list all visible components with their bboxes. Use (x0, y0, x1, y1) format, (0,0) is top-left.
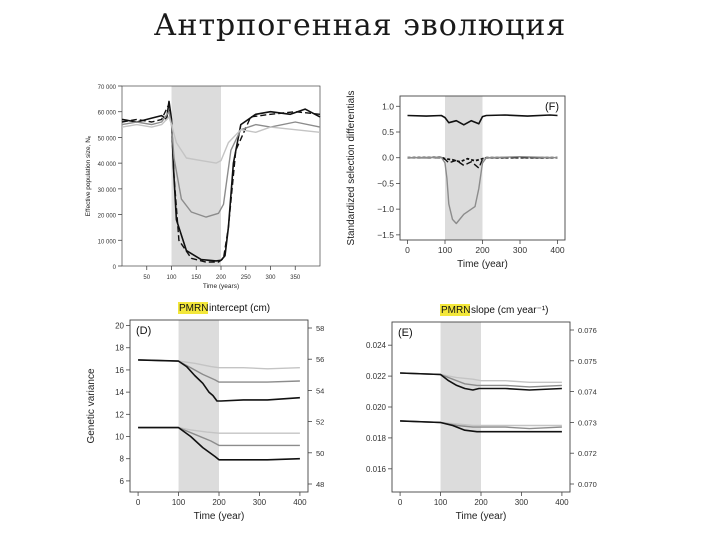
series-line-1 (407, 114, 558, 126)
y-tick-label: 0.5 (382, 127, 394, 137)
panel-label: (F) (545, 101, 559, 113)
x-tick-label: 350 (290, 275, 301, 281)
x-tick-label: 200 (212, 498, 226, 507)
y-right-tick-label: 58 (316, 324, 324, 333)
x-tick-label: 0 (136, 498, 141, 507)
y-tick-label: 0.022 (366, 372, 387, 381)
x-axis-label: Time (year) (194, 511, 245, 522)
y-axis-label: Standardized selection differentials (346, 91, 357, 246)
series-line-6 (400, 420, 562, 433)
x-tick-label: 300 (513, 245, 527, 255)
x-tick-label: 200 (475, 245, 489, 255)
series-line-3 (400, 372, 562, 391)
x-tick-label: 100 (172, 498, 186, 507)
x-tick-label: 100 (438, 245, 452, 255)
chart-panel-4: 0 100 200 300 400 0.024 0.022 0.020 0.018 0.016 0.… (366, 304, 597, 522)
y-right-tick-label: 50 (316, 449, 324, 458)
y-right-tick-label: 48 (316, 480, 324, 489)
y-tick-label: 50 000 (98, 136, 117, 142)
x-axis-label: Time (years) (203, 283, 239, 290)
y-tick-label: −1.0 (377, 204, 394, 214)
x-tick-label: 50 (143, 275, 150, 281)
y-right-tick-label: 0.076 (578, 326, 597, 335)
panel-label: (E) (398, 327, 413, 339)
y-tick-label: 20 (115, 322, 124, 331)
shaded-interval (440, 322, 481, 492)
y-tick-label: 0.018 (366, 434, 387, 443)
x-axis-label: Time (year) (456, 511, 507, 522)
shaded-interval (178, 320, 219, 492)
series-line-1 (138, 359, 300, 370)
y-tick-label: 0.020 (366, 403, 387, 412)
series-line-3 (121, 111, 321, 218)
panel-title-highlight: PMRN (441, 305, 470, 316)
y-tick-label: 18 (115, 344, 124, 353)
y-tick-label: 12 (115, 410, 124, 419)
y-right-tick-label: 54 (316, 386, 324, 395)
x-tick-label: 100 (166, 275, 177, 281)
y-tick-label: 10 (115, 433, 124, 442)
chart-panel-2: 0 100 200 300 400 1.0 0.5 0.0 −0.5 −1.0 −1.5 (F) Tim… (346, 91, 566, 270)
shaded-interval (445, 96, 483, 240)
x-tick-label: 300 (253, 498, 267, 507)
x-tick-label: 100 (434, 498, 448, 507)
y-right-tick-label: 0.070 (578, 480, 597, 489)
x-axis-label: Time (year) (457, 259, 508, 270)
y-tick-label: 0.016 (366, 465, 387, 474)
panel-title: intercept (cm) (209, 303, 270, 314)
x-tick-label: 400 (550, 245, 564, 255)
y-tick-label: 40 000 (98, 162, 117, 168)
series-line-6 (138, 426, 300, 461)
title-highlight (178, 302, 208, 314)
y-tick-label: 30 000 (98, 188, 117, 194)
x-tick-label: 150 (191, 275, 202, 281)
y-axis-label: Effective population size, Nₑ (85, 135, 92, 216)
y-right-tick-label: 0.075 (578, 357, 597, 366)
y-tick-label: 6 (120, 477, 125, 486)
series-line-4 (407, 156, 558, 225)
y-tick-label: 16 (115, 366, 124, 375)
panel-title-highlight: PMRN (179, 303, 208, 314)
y-tick-label: 14 (115, 388, 124, 397)
y-right-tick-label: 0.074 (578, 388, 597, 397)
y-tick-label: −1.5 (377, 230, 394, 240)
x-tick-label: 300 (515, 498, 529, 507)
y-tick-label: 20 000 (98, 214, 117, 220)
y-right-tick-label: 52 (316, 418, 324, 427)
y-right-tick-label: 56 (316, 355, 324, 364)
y-tick-label: −0.5 (377, 178, 394, 188)
y-right-tick-label: 0.072 (578, 449, 597, 458)
title-highlight (440, 304, 470, 316)
x-tick-label: 400 (555, 498, 569, 507)
y-tick-label: 0 (113, 265, 117, 271)
x-tick-label: 250 (241, 275, 252, 281)
y-tick-label: 8 (120, 455, 125, 464)
x-tick-label: 200 (216, 275, 227, 281)
series-line-2 (400, 372, 562, 388)
y-tick-label: 70 000 (98, 85, 117, 91)
y-tick-label: 60 000 (98, 111, 117, 117)
x-tick-label: 400 (293, 498, 307, 507)
chart-panel-1: 50 100 150 200 250 300 350 0 10 000 20 000 30 000 4… (85, 85, 321, 290)
y-tick-label: 0.0 (382, 153, 394, 163)
y-axis-label: Genetic variance (86, 368, 97, 443)
y-right-tick-label: 0.073 (578, 418, 597, 427)
y-tick-label: 10 000 (98, 239, 117, 245)
x-tick-label: 0 (398, 498, 403, 507)
x-tick-label: 0 (405, 245, 410, 255)
y-tick-label: 1.0 (382, 101, 394, 111)
shaded-interval (171, 86, 221, 266)
series-line-3 (138, 359, 300, 402)
chart-panel-3: 0 100 200 300 400 20 18 16 14 12 10 8 6 58 56 54 52 50 48 (… (86, 302, 324, 522)
x-tick-label: 200 (474, 498, 488, 507)
series-line-4 (121, 116, 321, 164)
series-line-2 (121, 103, 321, 263)
y-tick-label: 0.024 (366, 341, 387, 350)
slide-title: Антрпогенная эволюция (153, 8, 567, 43)
panel-title: slope (cm year⁻¹) (471, 305, 549, 316)
x-tick-label: 300 (265, 275, 276, 281)
panel-label: (D) (136, 325, 151, 337)
